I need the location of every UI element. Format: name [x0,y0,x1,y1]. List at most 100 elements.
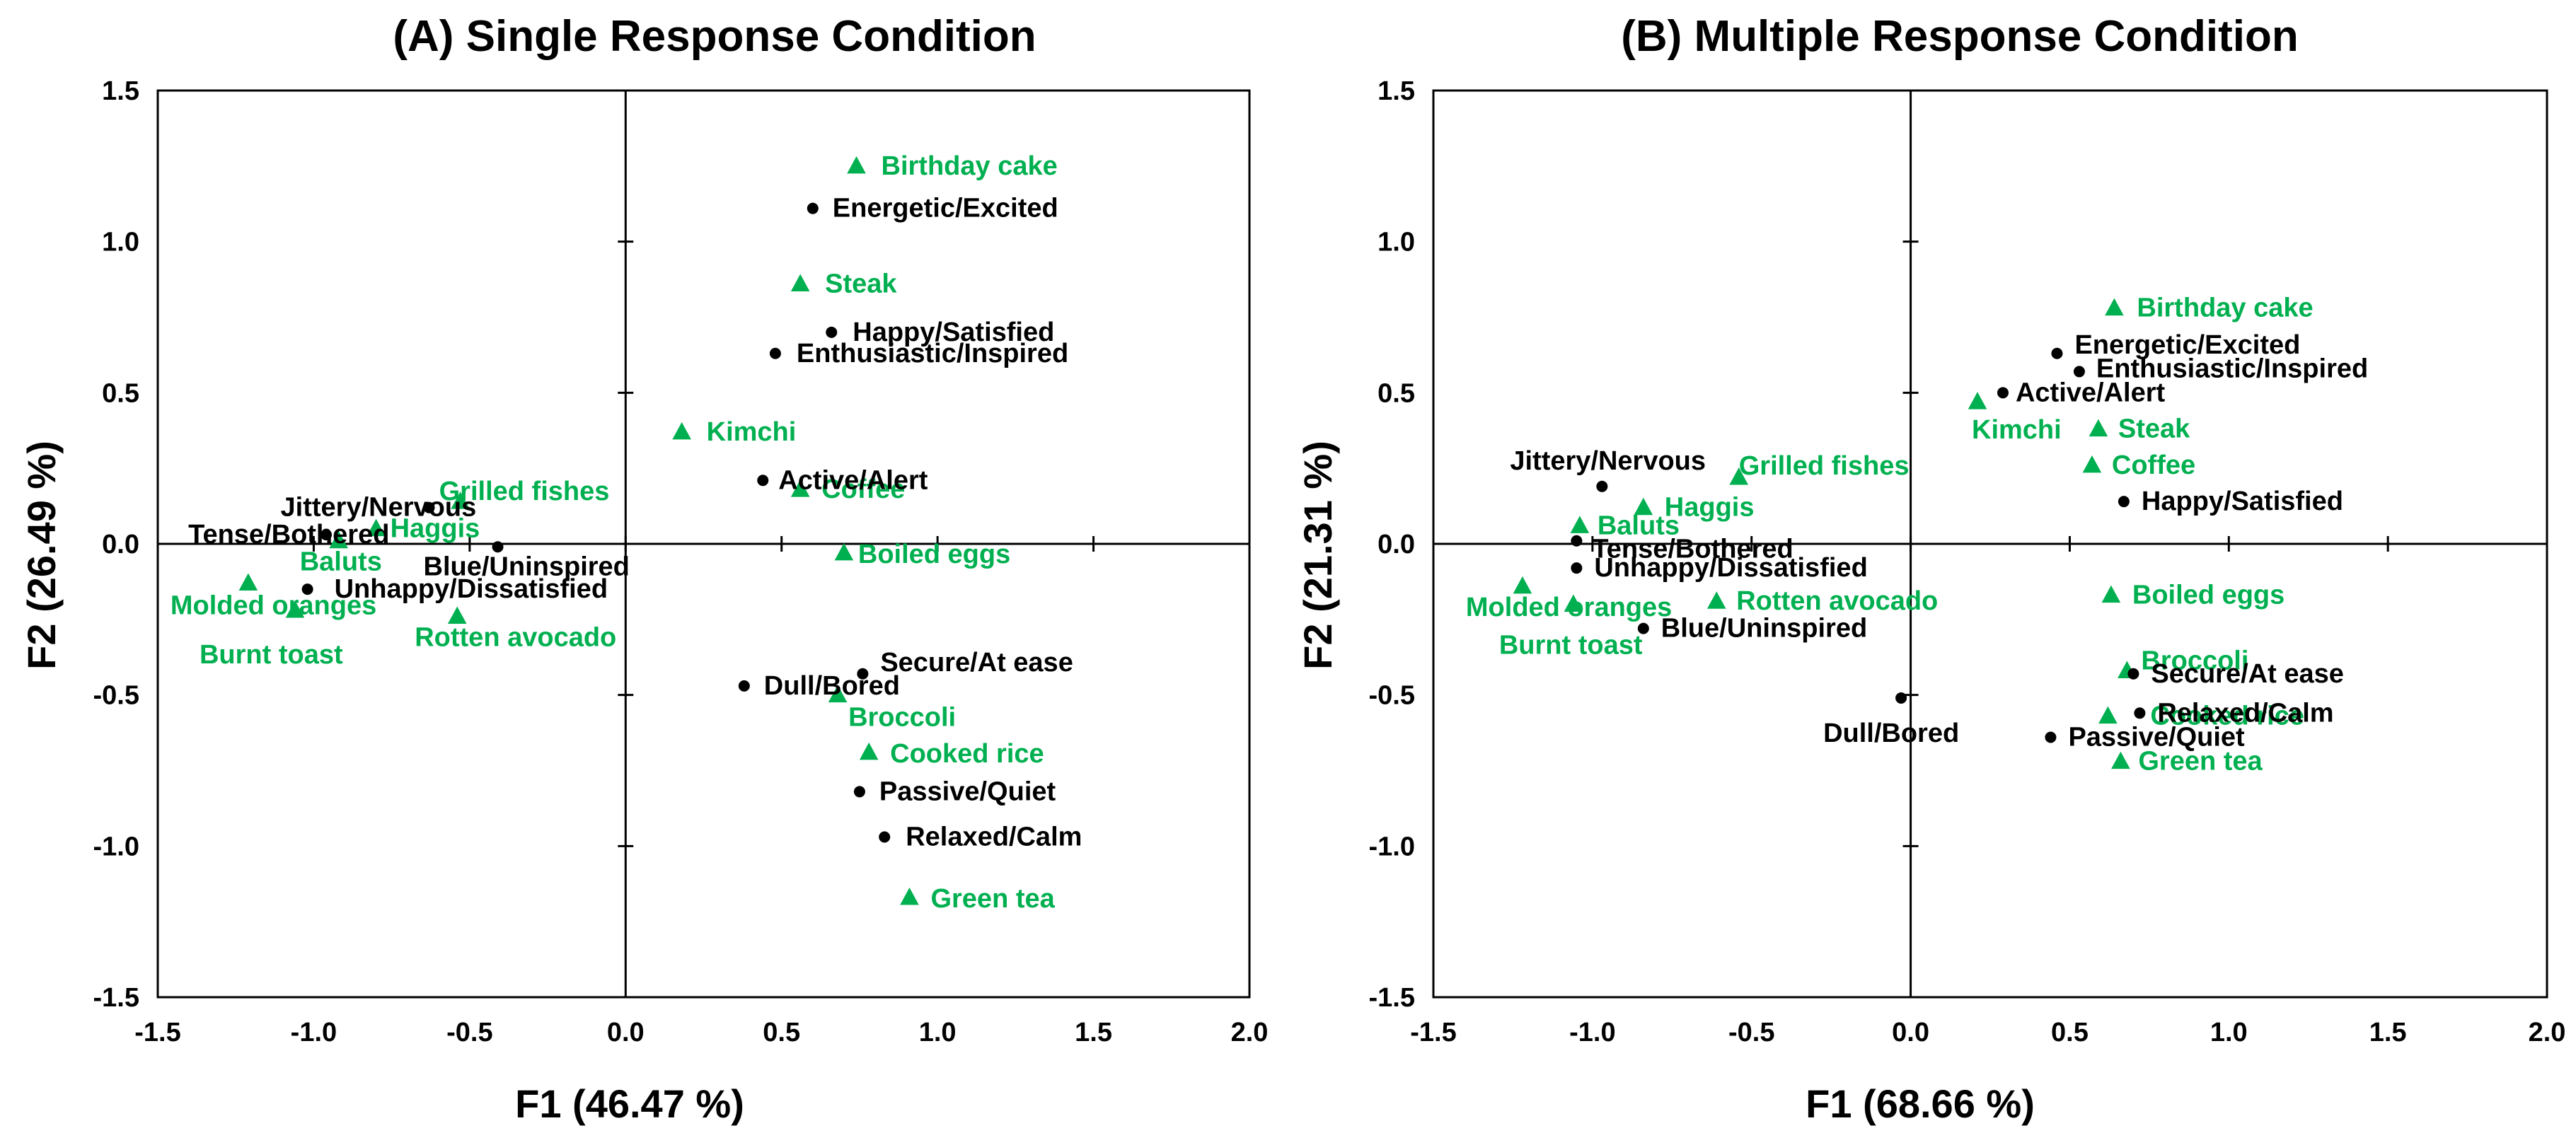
x-tick-label: -1.5 [134,1018,180,1047]
food-point-boiled-eggs [2101,585,2121,603]
panel-b-plot-area: -1.5 -1.0 -0.5 0.0 0.5 1.0 1.5 2.0 1.5 1.0 0.5 0.0 -… [1369,76,2566,1047]
emotion-label-energetic-excited: Energetic/Excited [833,194,1058,223]
y-tick-label: 1.0 [102,228,139,257]
food-label-green-tea: Green tea [2138,747,2263,777]
x-tick-label: 1.5 [1075,1018,1112,1047]
panel-b-y-axis-title: F2 (21.31 %) [1295,441,1340,670]
panel-b-x-axis-title: F1 (68.66 %) [1806,1081,2035,1126]
emotion-point-blue-uninspired [492,541,504,553]
food-point-coffee [2082,455,2102,473]
food-label-steak: Steak [2118,414,2190,444]
emotion-point-energetic-excited [807,202,819,214]
emotion-label-energetic-excited: Energetic/Excited [2074,330,2300,360]
emotion-point-blue-uninspired [1637,622,1649,634]
food-label-cooked-rice: Cooked rice [890,739,1044,769]
x-tick-label: 0.0 [607,1018,645,1047]
food-point-kimchi [672,422,691,440]
food-point-coffee [790,479,810,497]
panel-a-x-axis-title: F1 (46.47 %) [515,1081,744,1126]
emotion-point-relaxed-calm [879,831,891,843]
emotion-point-passive-quiet [2045,731,2057,743]
emotion-point-tense-bothered [320,529,333,541]
emotion-point-happy-satisfied [826,326,838,338]
food-point-broccoli [828,685,848,703]
food-label-baluts: Baluts [1598,511,1680,540]
emotion-point-passive-quiet [853,786,865,798]
food-point-grilled-fishes [451,492,470,509]
emotion-point-active-alert [1997,387,2009,399]
x-tick-label: 1.0 [2210,1018,2248,1047]
food-label-molded-oranges: Molded oranges [171,591,376,621]
food-point-steak [2089,419,2108,437]
panel-b: (B) Multiple Response Condition F1 (68.6… [1295,12,2565,1126]
emotion-point-energetic-excited [2051,347,2063,359]
emotion-label-passive-quiet: Passive/Quiet [879,777,1056,806]
food-point-baluts [329,530,348,549]
emotion-label-enthusiastic-inspired: Enthusiastic/Inspired [2096,354,2368,383]
emotion-point-dull-bored [1895,692,1907,704]
y-tick-label: 0.0 [102,530,139,559]
panel-a-y-axis-title: F2 (26.49 %) [19,441,64,670]
food-point-boiled-eggs [834,542,854,561]
emotion-label-blue-uninspired: Blue/Uninspired [1661,614,1867,644]
emotion-point-secure-at-ease [857,668,869,680]
x-tick-label: 0.5 [2051,1018,2089,1047]
food-point-grilled-fishes [1729,467,1749,485]
food-label-broccoli: Broccoli [848,703,956,733]
y-tick-label: 1.5 [102,76,139,106]
food-label-kimchi: Kimchi [1972,415,2062,445]
y-tick-label: -1.0 [93,832,139,861]
food-point-birthday-cake [2105,298,2124,316]
y-tick-label: -1.5 [1369,983,1415,1013]
emotion-label-secure-at-ease: Secure/At ease [880,648,1073,678]
food-label-grilled-fishes: Grilled fishes [439,477,610,506]
panel-a: (A) Single Response Condition F1 (46.47 … [19,12,1268,1126]
emotion-point-unhappy-dissatisfied [301,583,313,595]
food-point-haggis [366,518,386,537]
emotion-label-dull-bored: Dull/Bored [1823,719,1959,748]
food-point-birthday-cake [847,156,866,174]
emotion-point-relaxed-calm [2134,707,2146,719]
food-point-kimchi [1968,392,1987,409]
y-tick-label: -1.0 [1369,832,1415,861]
food-point-rotten-avocado [1706,591,1726,609]
emotion-point-enthusiastic-inspired [769,347,781,359]
x-tick-label: 2.0 [2529,1018,2566,1047]
x-tick-label: -1.0 [291,1018,337,1047]
x-tick-label: 0.5 [763,1018,800,1047]
emotion-point-enthusiastic-inspired [2073,366,2085,378]
food-label-rotten-avocado: Rotten avocado [1736,586,1938,616]
food-label-haggis: Haggis [1665,493,1755,523]
x-tick-label: -0.5 [1728,1018,1774,1047]
x-tick-label: 1.5 [2369,1018,2407,1047]
food-label-boiled-eggs: Boiled eggs [858,540,1010,569]
emotion-label-passive-quiet: Passive/Quiet [2068,722,2245,752]
emotion-point-secure-at-ease [2127,668,2139,680]
emotion-label-active-alert: Active/Alert [2016,378,2166,407]
food-label-boiled-eggs: Boiled eggs [2132,581,2285,610]
panel-a-plot-area: -1.5 -1.0 -0.5 0.0 0.5 1.0 1.5 2.0 1.5 1.0 0.5 0.0 -… [93,76,1269,1047]
x-tick-label: -1.5 [1410,1018,1456,1047]
y-tick-label: -1.5 [93,983,139,1013]
food-label-birthday-cake: Birthday cake [2137,293,2313,323]
y-tick-label: 1.5 [1377,76,1415,106]
emotion-point-unhappy-dissatisfied [1571,562,1583,574]
food-label-coffee: Coffee [821,475,905,504]
emotion-label-unhappy-dissatisfied: Unhappy/Dissatisfied [335,574,608,604]
food-point-cooked-rice [859,742,879,760]
food-point-green-tea [900,887,919,905]
emotion-point-jittery-nervous [423,501,435,513]
emotion-label-happy-satisfied: Happy/Satisfied [2142,487,2343,516]
panel-b-title: (B) Multiple Response Condition [1621,12,2299,61]
emotion-point-happy-satisfied [2118,496,2130,508]
emotion-label-blue-uninspired: Blue/Uninspired [424,552,630,581]
x-tick-label: 2.0 [1231,1018,1269,1047]
food-label-cooked-rice: Cooked rice [2150,702,2304,731]
food-point-burnt-toast [1564,594,1583,612]
y-tick-label: 0.5 [102,378,139,408]
food-label-green-tea: Green tea [930,884,1055,914]
food-point-cooked-rice [2098,706,2118,724]
emotion-point-tense-bothered [1571,535,1583,547]
food-point-haggis [1634,497,1653,516]
